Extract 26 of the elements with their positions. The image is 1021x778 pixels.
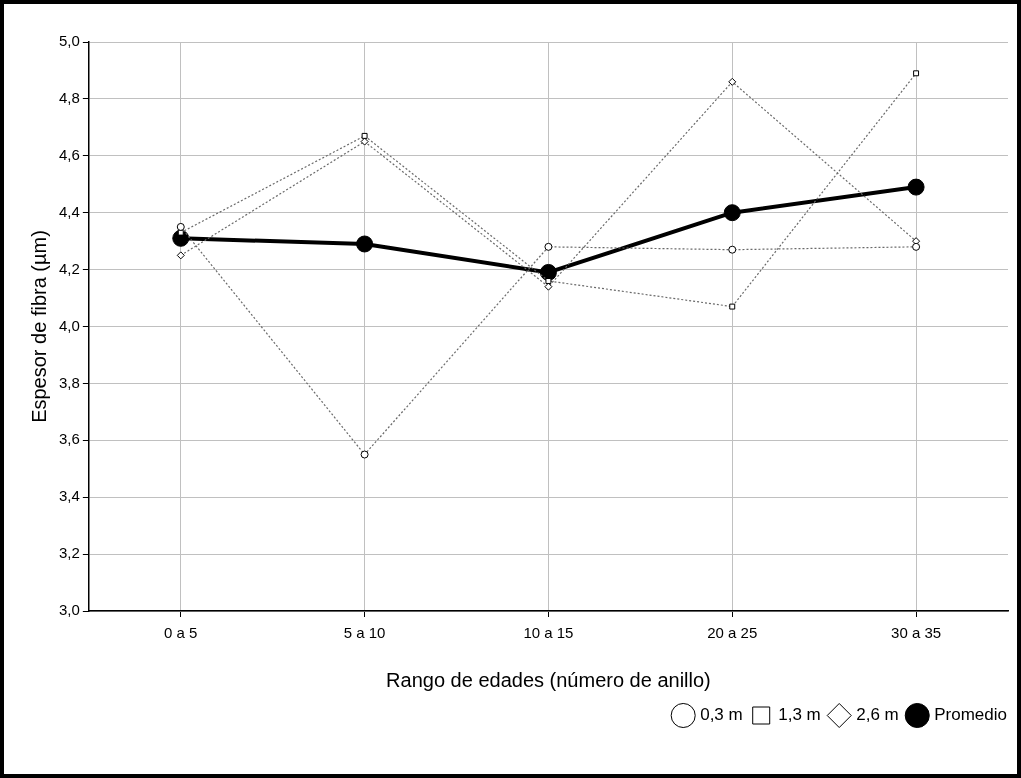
x-tick-label: 0 a 5	[164, 624, 198, 642]
y-tick-label: 5,0	[58, 32, 80, 50]
y-tick-label: 4,0	[58, 316, 80, 334]
point	[723, 204, 741, 222]
y-tick-label: 4,2	[58, 259, 80, 277]
y-tick-label: 3,6	[58, 430, 80, 448]
point	[356, 235, 374, 253]
y-tick-label: 3,2	[58, 544, 80, 562]
y-tick-label: 3,8	[58, 373, 80, 391]
legend-label: Promedio	[934, 705, 1008, 725]
legend-label: 1,3 m	[778, 705, 821, 725]
x-tick-label: 20 a 25	[707, 624, 758, 642]
x-tick-label: 30 a 35	[891, 624, 942, 642]
x-axis-title: Rango de edades (número de anillo)	[386, 668, 711, 691]
y-tick-label: 4,4	[58, 202, 80, 220]
y-tick-label: 3,4	[58, 487, 80, 505]
y-tick-label: 3,0	[58, 601, 80, 619]
y-axis-title: Espesor de fibra (µm)	[27, 230, 50, 423]
point	[539, 263, 557, 281]
x-tick-label: 10 a 15	[523, 624, 574, 642]
y-tick-label: 4,8	[58, 89, 80, 107]
legend-label: 2,6 m	[856, 705, 899, 725]
legend-label: 0,3 m	[700, 705, 743, 725]
point	[907, 178, 925, 196]
x-tick-label: 5 a 10	[343, 624, 386, 642]
y-tick-label: 4,6	[58, 145, 80, 163]
